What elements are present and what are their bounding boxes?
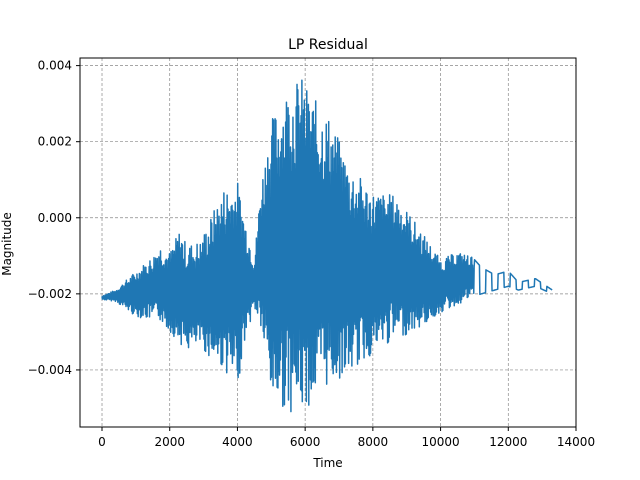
y-tick-label: −0.004: [28, 363, 72, 377]
axes-frame: [79, 57, 577, 428]
x-tick-label: 10000: [421, 435, 459, 449]
chart-title: LP Residual: [288, 37, 368, 53]
x-tick-label: 0: [98, 435, 106, 449]
series-line-lp-residual: [101, 79, 553, 413]
x-tick-label: 12000: [489, 435, 527, 449]
y-tick-label: −0.002: [28, 287, 72, 301]
y-axis-ticks: −0.004 −0.002 0.000 0.002 0.004: [28, 59, 80, 377]
y-tick-label: 0.000: [38, 211, 72, 225]
y-axis-label: Magnitude: [0, 212, 14, 276]
y-tick-label: 0.004: [38, 59, 72, 73]
plot-area: [101, 79, 553, 413]
x-tick-label: 2000: [154, 435, 185, 449]
x-tick-label: 6000: [290, 435, 321, 449]
x-tick-label: 14000: [557, 435, 595, 449]
y-tick-label: 0.002: [38, 135, 72, 149]
x-tick-label: 8000: [358, 435, 389, 449]
x-axis-label: Time: [312, 456, 342, 470]
x-tick-label: 4000: [222, 435, 253, 449]
x-axis-ticks: 0 2000 4000 6000 8000 10000 12000 14000: [98, 427, 595, 449]
